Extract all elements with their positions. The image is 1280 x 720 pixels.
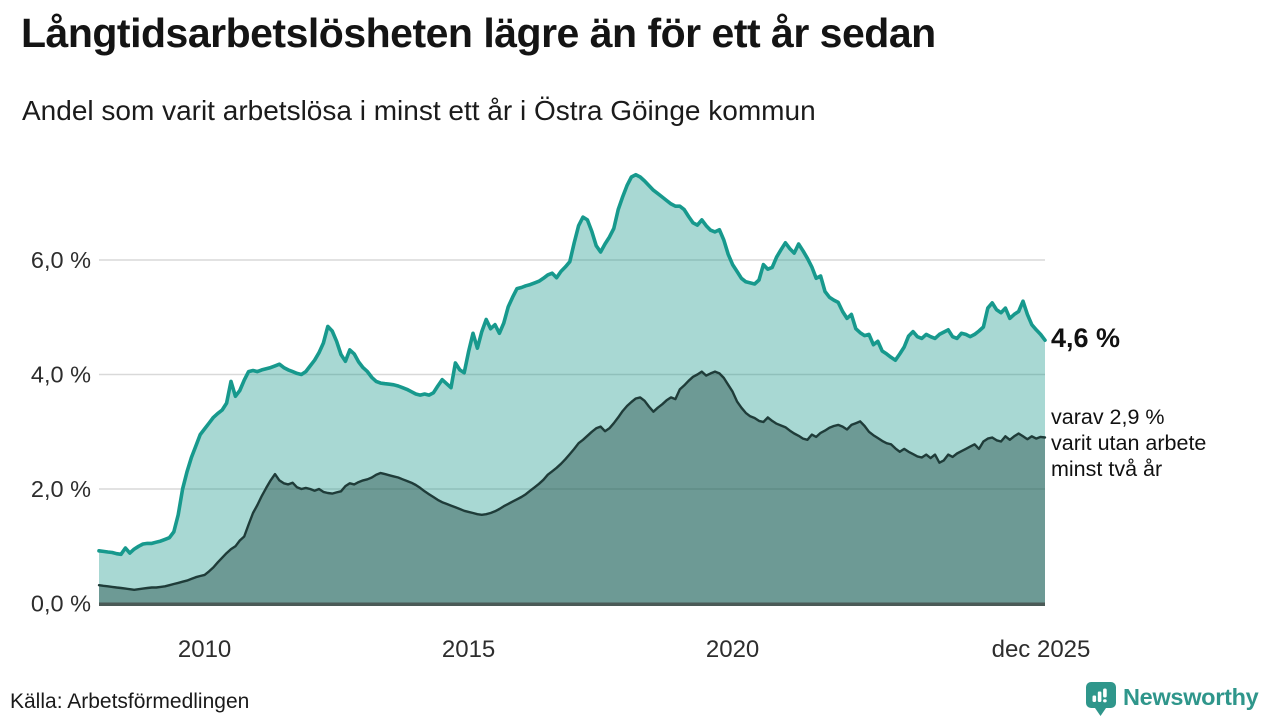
series-area-1	[99, 371, 1045, 604]
x-axis-line	[99, 602, 1045, 606]
page-subtitle: Andel som varit arbetslösa i minst ett å…	[22, 95, 816, 126]
page-title: Långtidsarbetslösheten lägre än för ett …	[21, 10, 936, 56]
y-tick-label-2: 2,0 %	[31, 476, 91, 502]
x-tick-label-2020: 2020	[706, 636, 759, 663]
y-tick-label-0: 0,0 %	[31, 591, 91, 617]
series-line-1	[97, 370, 1047, 591]
series-area-0	[99, 174, 1045, 604]
source-credit: Källa: Arbetsförmedlingen	[10, 690, 250, 713]
y-tick-label-6: 6,0 %	[31, 247, 91, 273]
series-end-label-total: 4,6 %	[1051, 323, 1121, 353]
newsworthy-logo-text: Newsworthy	[1123, 684, 1259, 710]
newsworthy-logo-icon	[1086, 682, 1116, 716]
x-tick-label-2015: 2015	[442, 636, 495, 663]
series-end-label-secondary: varav 2,9 % varit utan arbete minst två …	[1051, 405, 1207, 481]
y-tick-label-4: 4,0 %	[31, 362, 91, 388]
x-tick-label-dec 2025: dec 2025	[992, 636, 1091, 663]
x-tick-label-2010: 2010	[178, 636, 231, 663]
newsworthy-logo: Newsworthy	[1086, 682, 1259, 719]
series-line-0	[97, 172, 1047, 557]
